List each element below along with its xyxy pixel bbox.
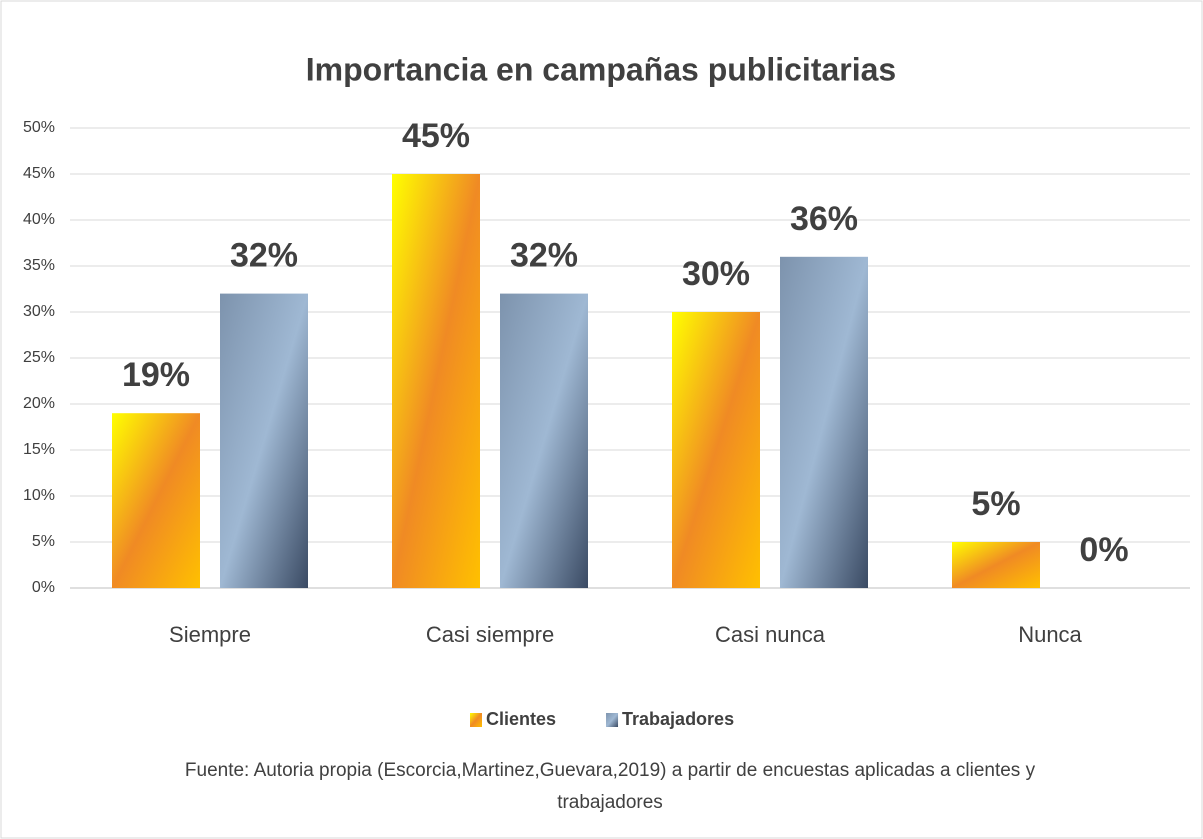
y-tick-label: 45% xyxy=(23,165,55,182)
value-label: 45% xyxy=(402,117,470,155)
x-tick-label: Casi siempre xyxy=(426,622,554,647)
value-label: 0% xyxy=(1079,531,1128,569)
legend-label: Trabajadores xyxy=(622,709,734,729)
legend-swatch xyxy=(470,713,482,727)
legend-swatch xyxy=(606,713,619,727)
y-tick-label: 25% xyxy=(23,349,55,366)
value-label: 5% xyxy=(971,485,1020,523)
y-tick-label: 50% xyxy=(23,119,55,136)
y-tick-label: 10% xyxy=(23,487,55,504)
bar xyxy=(220,293,308,588)
x-tick-label: Casi nunca xyxy=(715,622,826,647)
value-label: 36% xyxy=(790,200,858,238)
bar xyxy=(780,256,868,588)
value-label: 32% xyxy=(510,237,578,275)
y-tick-label: 20% xyxy=(23,395,55,412)
bar xyxy=(500,293,588,588)
y-tick-label: 0% xyxy=(32,579,55,596)
value-label: 19% xyxy=(122,356,190,394)
bar xyxy=(672,312,760,588)
bar xyxy=(392,174,480,588)
y-tick-label: 30% xyxy=(23,303,55,320)
y-tick-label: 5% xyxy=(32,533,55,550)
bar xyxy=(952,542,1040,588)
value-label: 32% xyxy=(230,237,298,275)
x-tick-label: Siempre xyxy=(169,622,251,647)
value-label: 30% xyxy=(682,255,750,293)
legend-label: Clientes xyxy=(486,709,556,729)
y-tick-label: 15% xyxy=(23,441,55,458)
y-tick-label: 35% xyxy=(23,257,55,274)
bar xyxy=(112,413,200,588)
x-tick-label: Nunca xyxy=(1018,622,1082,647)
source-note: Fuente: Autoria propia (Escorcia,Martine… xyxy=(184,760,1036,813)
chart-title: Importancia en campañas publicitarias xyxy=(306,51,896,87)
y-tick-label: 40% xyxy=(23,211,55,228)
